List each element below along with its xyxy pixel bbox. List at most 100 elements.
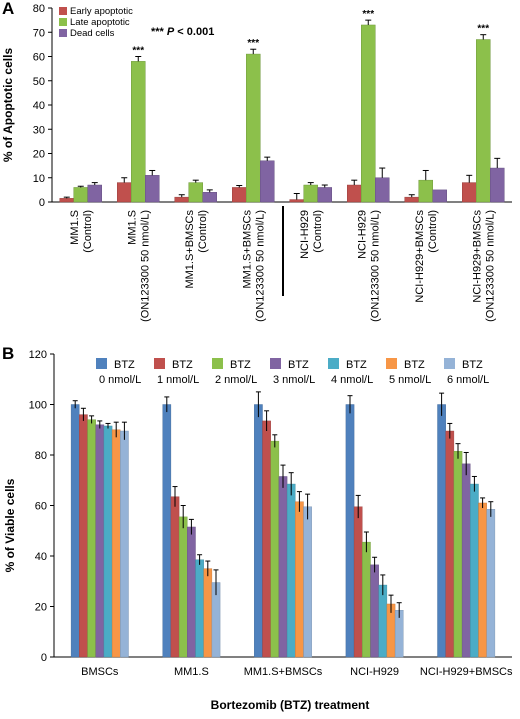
legend-swatch [444, 358, 455, 369]
bar-btz-4 [378, 584, 388, 658]
bar-dead-cells [145, 175, 160, 203]
category-sublabel: (Control) [197, 210, 209, 253]
bar-dead-cells [87, 184, 102, 203]
bar-late-apoptotic [476, 39, 491, 203]
bar-btz-3 [187, 526, 196, 658]
bar-btz-5 [295, 501, 304, 658]
legend-label: 5 nmol/L [389, 374, 431, 386]
bar-btz-5 [478, 502, 487, 658]
legend-label: 3 nmol/L [273, 374, 315, 386]
bar-btz-3 [95, 424, 105, 658]
bar-btz-4 [103, 425, 113, 658]
bar-btz-4 [195, 559, 204, 658]
category-sublabel: (Control) [427, 210, 439, 253]
bar-dead-cells [260, 160, 275, 203]
category-label: MM1.S+BMSCs [244, 666, 323, 678]
legend-label: 6 nmol/L [447, 374, 489, 386]
bar-late-apoptotic [418, 179, 433, 203]
panel-b-label: B [2, 344, 15, 363]
y-tick-label: 120 [29, 349, 47, 361]
legend-swatch [386, 358, 397, 369]
category-label: NCI-H929 [356, 210, 368, 259]
legend-swatch [59, 18, 67, 26]
bar-early-apoptotic [347, 184, 362, 203]
category-sublabel: (Control) [312, 210, 324, 253]
category-label: NCI-H929+BMSCs [471, 210, 483, 303]
bar-btz-0 [437, 404, 446, 658]
legend-label: 2 nmol/L [215, 374, 257, 386]
y-tick-label: 0 [39, 197, 45, 209]
category-label: BMSCs [81, 666, 119, 678]
bar-late-apoptotic [246, 53, 261, 203]
category-label: NCI-H929 [299, 210, 311, 259]
bar-late-apoptotic [73, 187, 88, 203]
bar-early-apoptotic [117, 182, 132, 203]
bar-btz-6 [120, 430, 129, 658]
bar-btz-4 [286, 483, 296, 658]
legend-swatch [154, 358, 165, 369]
bar-btz-3 [278, 476, 288, 658]
y-tick-label: 50 [33, 76, 45, 88]
y-tick-label: 100 [29, 400, 47, 412]
legend-swatch [212, 358, 223, 369]
bar-btz-0 [254, 404, 263, 658]
bar-late-apoptotic [303, 184, 318, 203]
category-sublabel: (ON123300 50 nmol/L) [139, 210, 151, 322]
bar-btz-1 [353, 506, 363, 658]
category-label: NCI-H929+BMSCs [414, 210, 426, 303]
bar-late-apoptotic [361, 24, 376, 203]
bar-btz-3 [370, 564, 379, 658]
category-sublabel: (ON123300 50 nmol/L) [484, 210, 496, 322]
legend-label: Late apoptotic [70, 17, 130, 28]
x-axis-title: Bortezomib (BTZ) treatment [211, 698, 370, 712]
legend-swatch [270, 358, 281, 369]
bar-btz-2 [453, 451, 463, 658]
bar-early-apoptotic [59, 198, 74, 203]
legend-label: 4 nmol/L [331, 374, 373, 386]
y-tick-label: 10 [33, 173, 45, 185]
category-label: MM1.S [126, 210, 138, 245]
legend-label: BTZ [346, 359, 367, 371]
y-axis-title: % of Apoptotic cells [1, 48, 15, 163]
y-tick-label: 20 [35, 602, 47, 614]
significance-marker: *** [477, 24, 489, 35]
legend-label: 0 nmol/L [99, 374, 141, 386]
category-sublabel: (ON123300 50 nmol/L) [369, 210, 381, 322]
legend-label: Early apoptotic [70, 6, 133, 17]
legend-label: BTZ [288, 359, 309, 371]
chart-viable-cells: 0 20 40 60 80 100 120 % of Viable cells BMSCs MM1… [3, 349, 513, 712]
bar-btz-4 [470, 483, 479, 658]
y-tick-label: 60 [35, 501, 47, 513]
bar-early-apoptotic [174, 196, 189, 203]
bar-btz-1 [262, 420, 271, 658]
chart-apoptotic-cells: 0 10 20 30 40 50 60 70 80 % of Apoptotic cells MM1… [1, 3, 512, 322]
bar-btz-2 [87, 419, 96, 658]
legend-label: Dead cells [70, 28, 115, 39]
legend-label: 1 nmol/L [157, 374, 199, 386]
y-axis-title: % of Viable cells [3, 478, 17, 572]
legend-label: BTZ [404, 359, 425, 371]
bar-btz-1 [445, 430, 455, 658]
bar-dead-cells [375, 177, 390, 203]
bar-btz-1 [170, 496, 180, 658]
bar-btz-5 [111, 429, 121, 658]
y-tick-label: 30 [33, 124, 45, 136]
bar-dead-cells [432, 189, 447, 203]
bar-late-apoptotic [188, 182, 203, 203]
bar-early-apoptotic [462, 182, 477, 203]
category-label: NCI-H929+BMSCs [420, 666, 513, 678]
legend-swatch [59, 29, 67, 37]
bar-early-apoptotic [404, 196, 419, 203]
y-tick-label: 60 [33, 52, 45, 64]
category-sublabel: (ON123300 50 nmol/L) [254, 210, 266, 322]
bar-btz-0 [162, 404, 172, 658]
y-tick-label: 80 [33, 3, 45, 15]
bar-late-apoptotic [131, 61, 146, 203]
bar-btz-2 [178, 516, 188, 658]
bar-early-apoptotic [232, 187, 247, 203]
bar-btz-1 [79, 414, 88, 658]
bar-btz-2 [270, 440, 280, 658]
category-label: MM1.S+BMSCs [184, 210, 196, 289]
category-label: MM1.S+BMSCs [241, 210, 253, 289]
